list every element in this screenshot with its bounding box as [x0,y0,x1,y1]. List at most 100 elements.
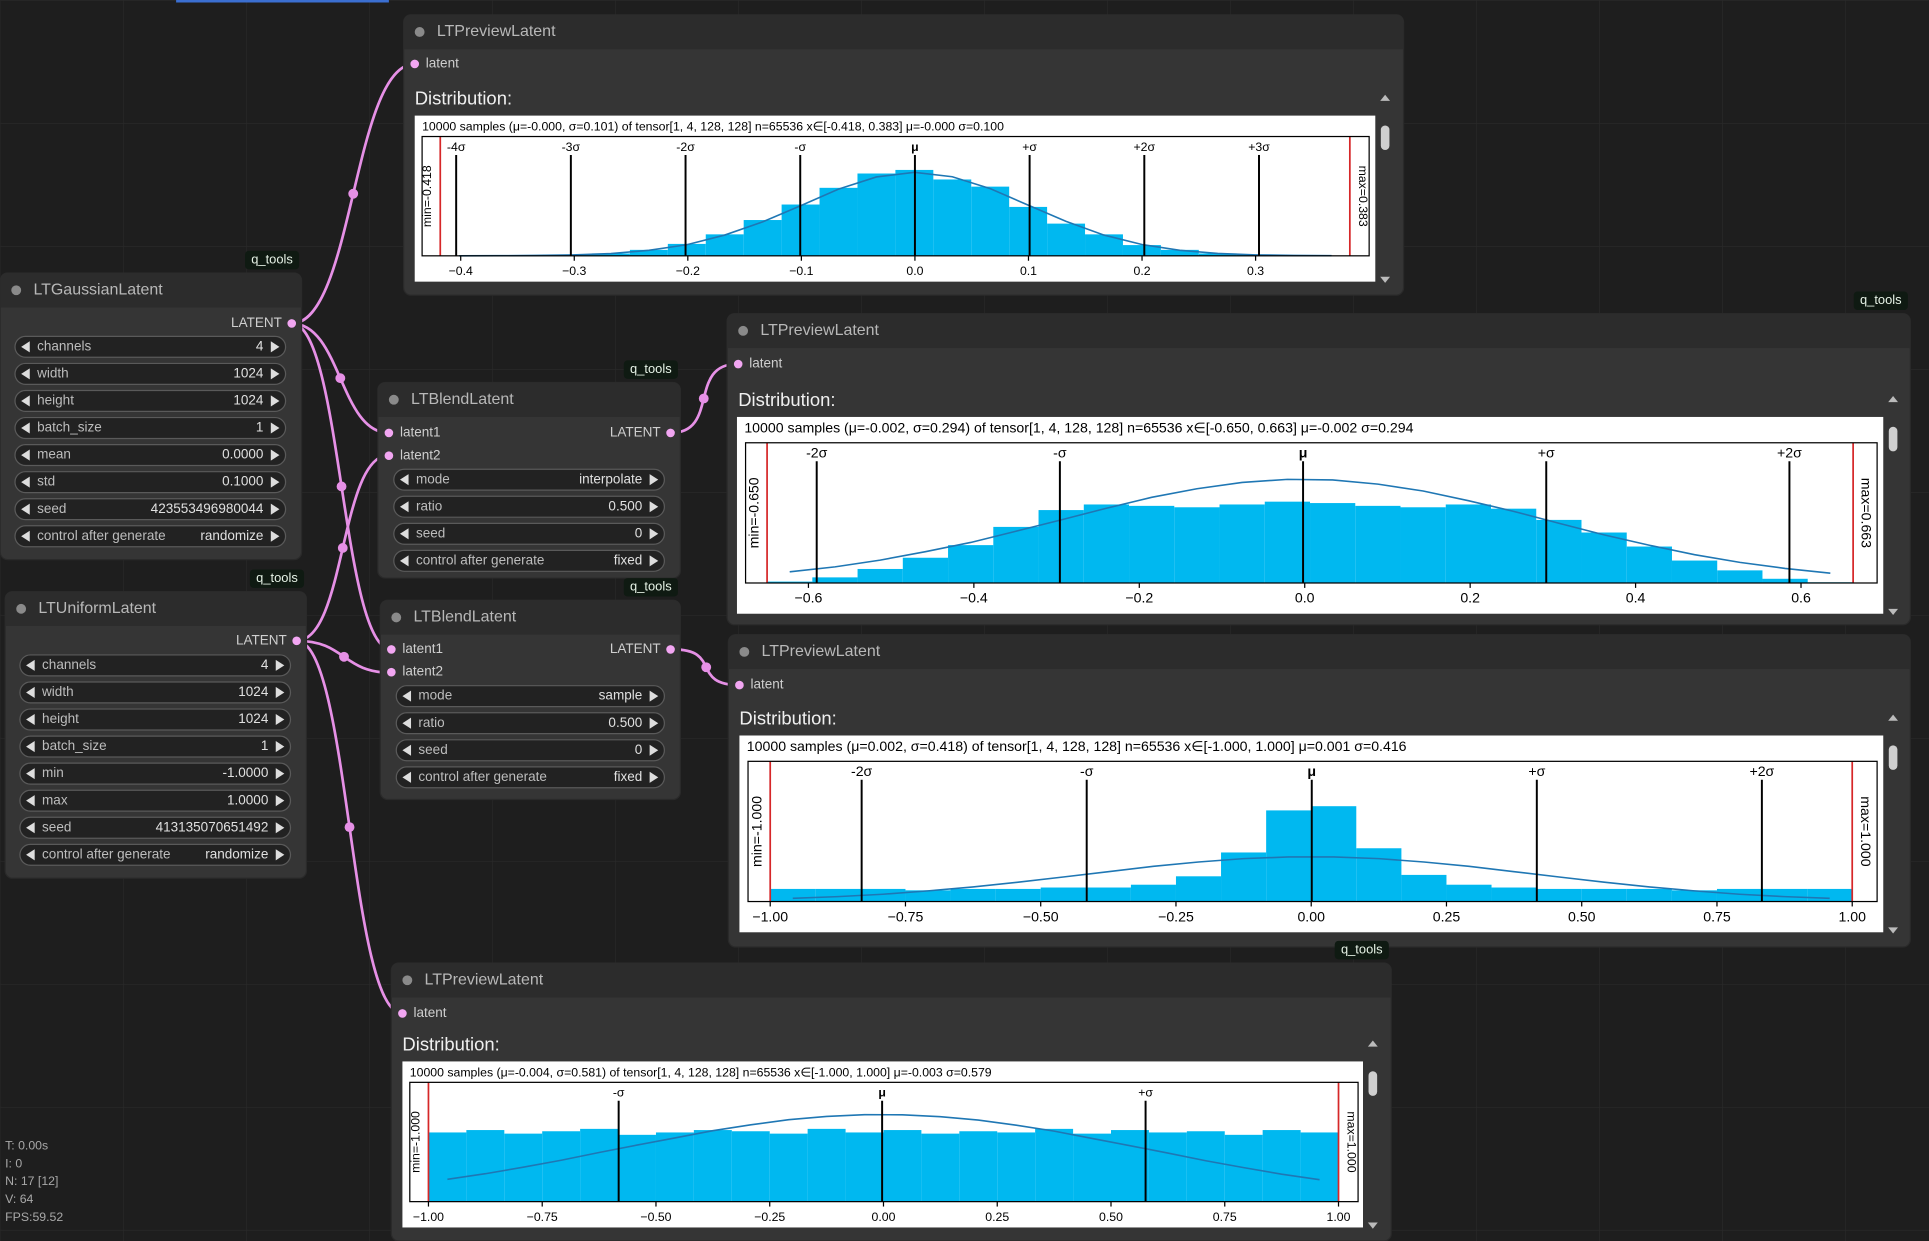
widget-arrow-left[interactable] [26,768,35,780]
widget[interactable] [393,549,666,572]
input-slot[interactable] [410,59,420,69]
widget-arrow-right[interactable] [649,555,659,567]
scroll-thumb[interactable] [1368,1071,1378,1096]
scroll-down[interactable] [1380,276,1391,283]
input-slot[interactable] [398,1009,407,1018]
widget-arrow-left[interactable] [21,395,30,407]
link-center[interactable] [344,822,355,833]
widget-arrow-left[interactable] [399,501,409,513]
widget-arrow-right[interactable] [275,713,285,726]
node-collapse-dot[interactable] [11,285,22,296]
link-center[interactable] [339,651,349,662]
link-center[interactable] [698,393,709,404]
input-slot[interactable] [733,359,743,369]
scroll-down[interactable] [1888,927,1899,934]
link-center[interactable] [336,481,347,492]
widget[interactable] [19,681,292,704]
widget-arrow-left[interactable] [402,717,412,729]
scroll-up[interactable] [1367,1040,1378,1047]
widget-arrow-left[interactable] [402,771,412,783]
widget-arrow-left[interactable] [26,849,35,861]
widget-arrow-left[interactable] [26,713,35,726]
widget-arrow-left[interactable] [21,368,30,380]
widget-arrow-right[interactable] [649,717,659,729]
scroll-thumb[interactable] [1380,125,1390,151]
widget[interactable] [19,816,292,839]
widget-arrow-right[interactable] [649,474,659,486]
input-slot[interactable] [735,680,744,690]
widget[interactable] [19,843,292,866]
widget[interactable] [393,495,666,518]
widget[interactable] [14,498,287,521]
node-collapse-dot[interactable] [738,325,749,336]
widget-arrow-right[interactable] [275,849,285,861]
widget-arrow-right[interactable] [649,744,659,756]
widget-arrow-right[interactable] [270,395,280,407]
widget-arrow-left[interactable] [26,822,35,834]
widget-arrow-right[interactable] [275,768,285,780]
widget-arrow-right[interactable] [275,741,285,753]
widget[interactable] [19,735,292,758]
node-collapse-dot[interactable] [414,27,425,37]
widget[interactable] [14,525,287,548]
widget-arrow-right[interactable] [270,503,280,515]
widget-arrow-right[interactable] [270,476,280,488]
widget[interactable] [393,522,666,545]
widget-arrow-left[interactable] [21,476,30,488]
widget[interactable] [14,416,287,440]
input-slot[interactable] [387,667,396,677]
widget-arrow-left[interactable] [21,341,30,353]
widget[interactable] [14,362,287,385]
output-slot[interactable] [287,319,297,328]
widget-arrow-right[interactable] [649,501,659,513]
widget-arrow-right[interactable] [275,659,285,671]
widget-arrow-left[interactable] [26,795,35,807]
output-slot[interactable] [666,428,675,438]
widget[interactable] [395,766,666,789]
scroll-thumb[interactable] [1888,426,1898,452]
widget-arrow-right[interactable] [275,795,285,807]
node-collapse-dot[interactable] [388,394,399,405]
widget-arrow-right[interactable] [270,530,280,542]
widget[interactable] [14,444,287,467]
widget-arrow-right[interactable] [649,690,659,702]
widget-arrow-right[interactable] [270,422,280,434]
widget-arrow-right[interactable] [270,449,280,461]
output-slot[interactable] [666,645,675,654]
widget-arrow-left[interactable] [402,744,412,756]
scroll-up[interactable] [1888,714,1899,721]
widget[interactable] [14,471,287,494]
input-slot[interactable] [384,451,394,460]
widget-arrow-left[interactable] [26,659,35,671]
scroll-down[interactable] [1888,608,1899,615]
widget-arrow-right[interactable] [275,822,285,834]
widget[interactable] [19,708,292,731]
widget-arrow-left[interactable] [26,741,35,753]
widget-arrow-left[interactable] [21,503,30,515]
link-center[interactable] [335,373,346,384]
widget-arrow-right[interactable] [649,771,659,783]
widget[interactable] [19,789,292,812]
widget-arrow-right[interactable] [649,528,659,540]
output-slot[interactable] [292,636,301,646]
widget-arrow-left[interactable] [21,530,30,542]
node-collapse-dot[interactable] [739,646,750,657]
node-collapse-dot[interactable] [391,612,402,623]
widget[interactable] [19,654,292,677]
widget[interactable] [14,335,287,358]
widget[interactable] [395,685,666,708]
link-center[interactable] [337,543,348,553]
widget[interactable] [19,762,292,785]
widget-arrow-left[interactable] [402,690,412,702]
widget-arrow-right[interactable] [270,368,280,380]
widget-arrow-left[interactable] [399,528,409,540]
widget-arrow-right[interactable] [270,341,280,353]
widget[interactable] [393,468,666,491]
scroll-down[interactable] [1367,1222,1378,1229]
widget-arrow-left[interactable] [399,474,409,486]
link-center[interactable] [348,188,359,199]
scroll-up[interactable] [1888,396,1899,403]
widget[interactable] [395,739,666,762]
widget-arrow-left[interactable] [21,422,30,434]
link-center[interactable] [701,662,712,673]
